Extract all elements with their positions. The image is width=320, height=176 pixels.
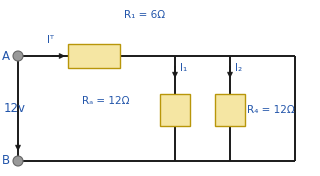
Text: R₁ = 6Ω: R₁ = 6Ω: [124, 10, 165, 20]
Bar: [160, 94, 190, 126]
Bar: [68, 44, 120, 68]
Text: R₄ = 12Ω: R₄ = 12Ω: [247, 105, 295, 115]
Text: I₂: I₂: [235, 63, 242, 73]
Circle shape: [13, 156, 23, 166]
Text: I₁: I₁: [180, 63, 187, 73]
Bar: [215, 94, 245, 126]
Text: Rₐ = 12Ω: Rₐ = 12Ω: [83, 96, 130, 106]
Text: 12v: 12v: [4, 102, 26, 115]
Text: A: A: [2, 49, 10, 62]
Text: B: B: [2, 155, 10, 168]
Circle shape: [13, 51, 23, 61]
Text: Iᵀ: Iᵀ: [47, 35, 53, 45]
